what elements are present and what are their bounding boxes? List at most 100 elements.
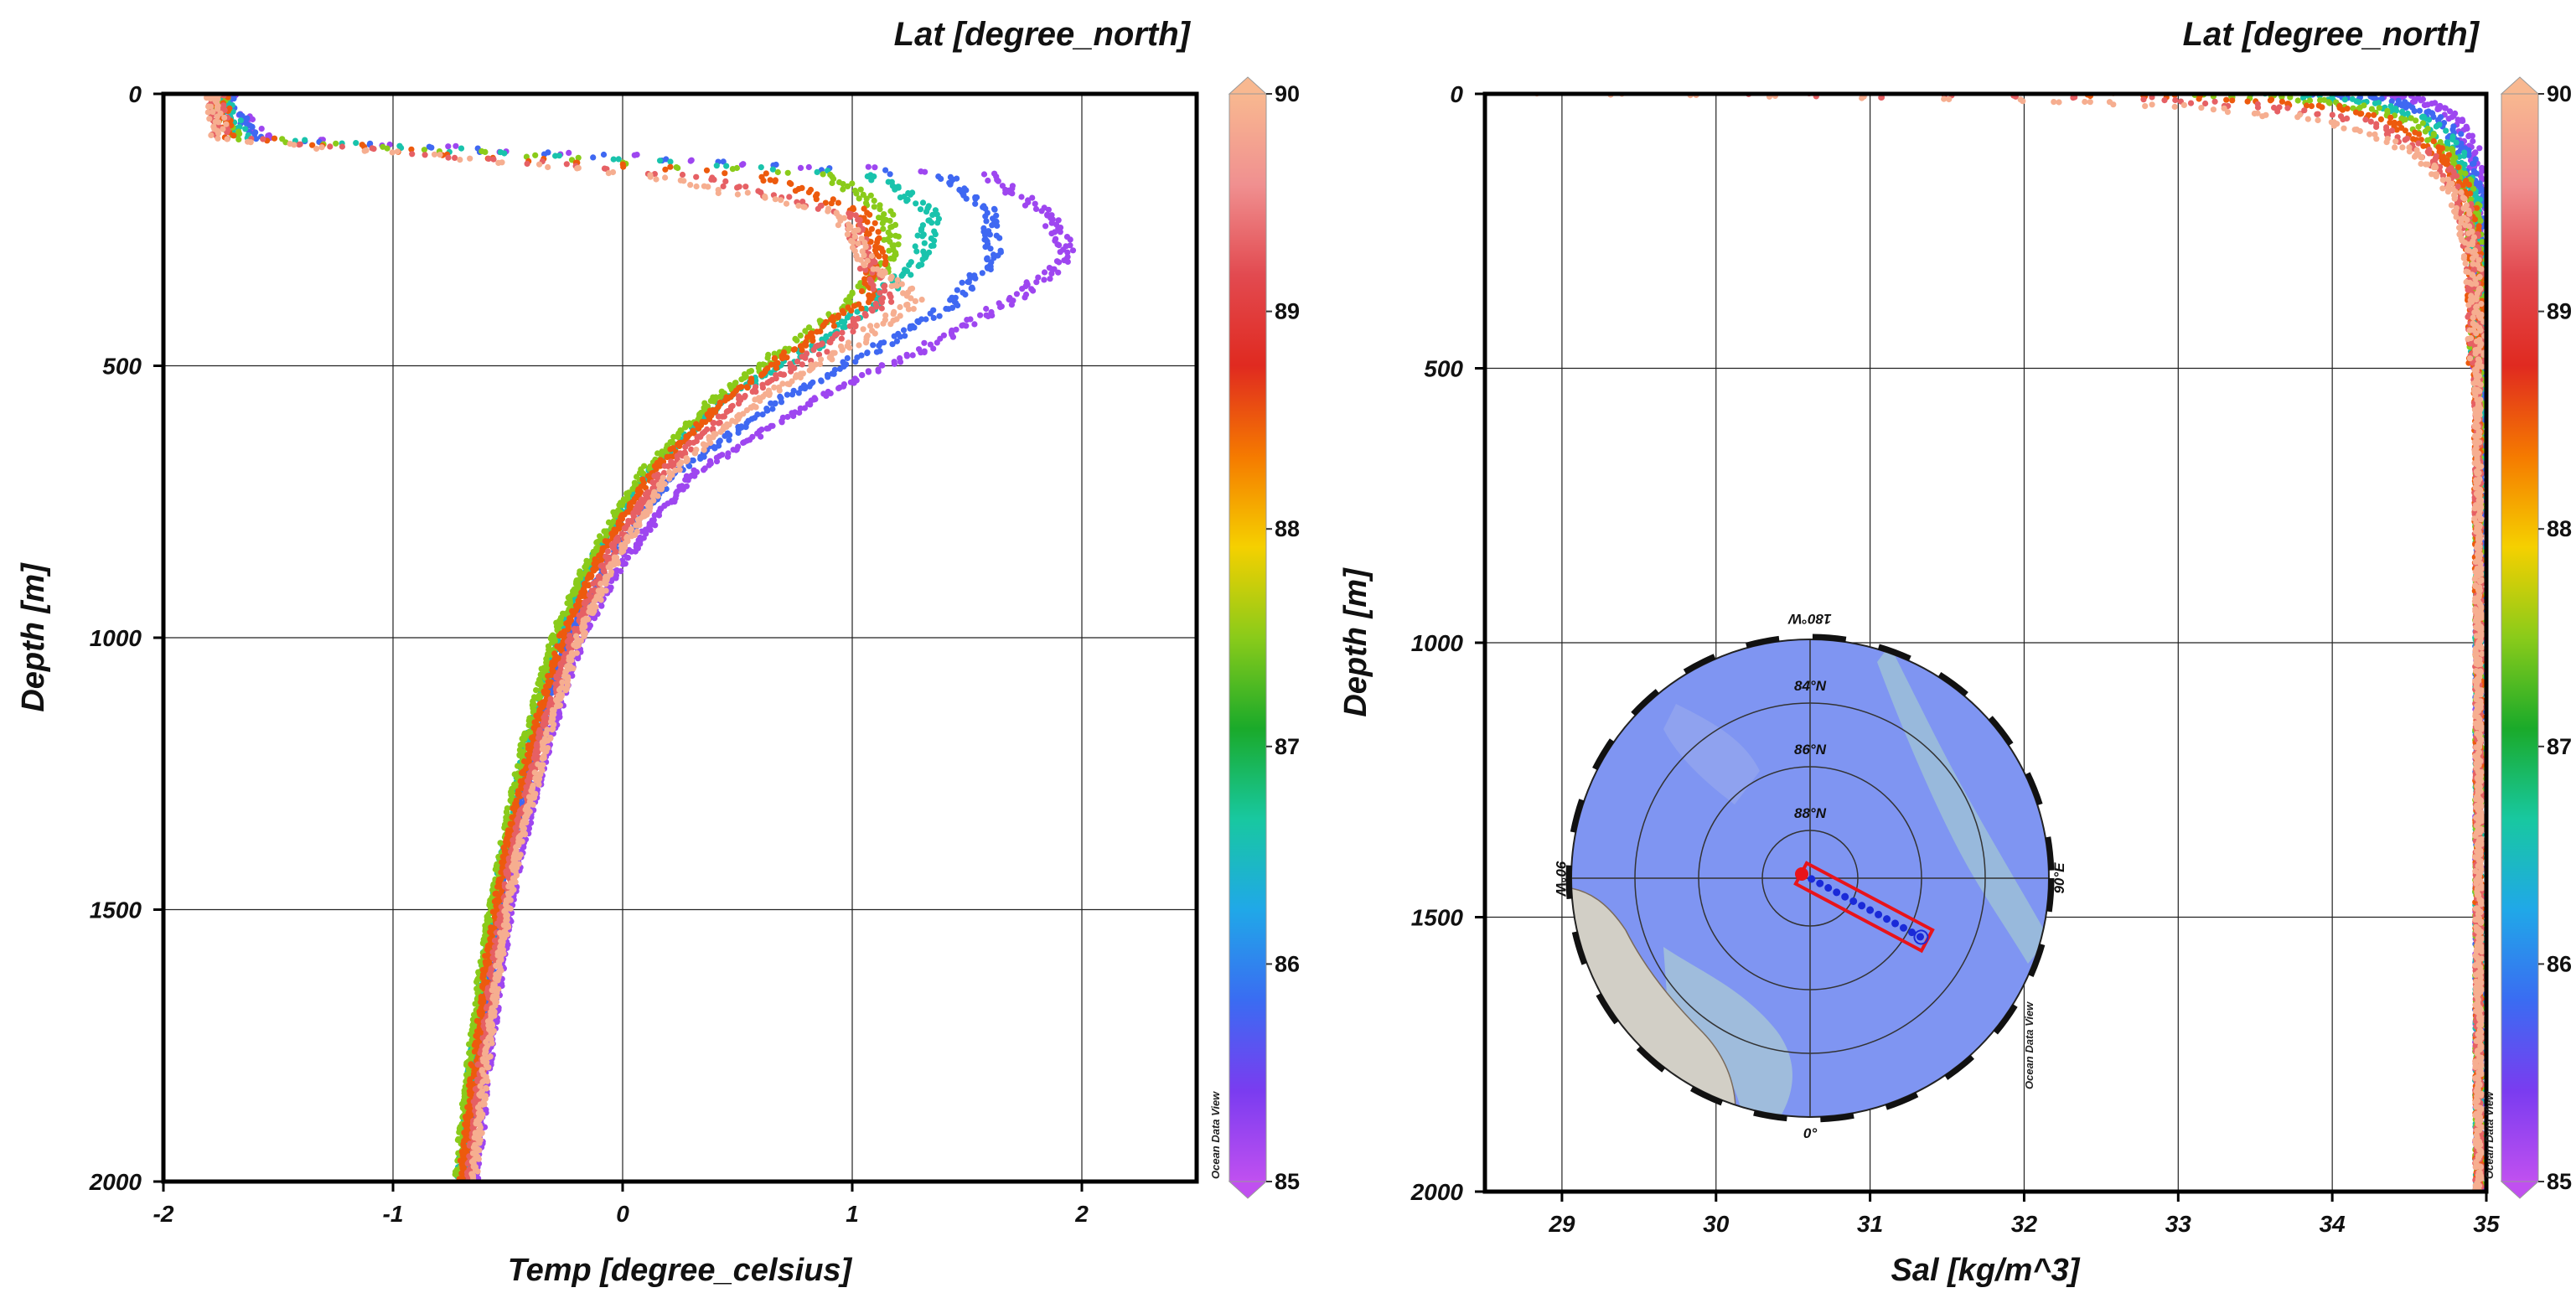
data-point [1009,190,1015,196]
data-point [565,680,571,685]
data-point [619,548,625,554]
data-point [471,1164,477,1170]
data-point [2422,102,2428,108]
data-point [395,148,401,154]
data-point [501,150,507,156]
data-point [215,136,220,142]
data-point [908,272,913,277]
data-point [490,949,496,955]
data-point [619,516,625,522]
data-point [889,283,895,289]
data-point [1042,223,1048,229]
data-point [803,343,809,349]
data-point [919,233,925,239]
data-point [876,229,882,235]
y-tick-label: 1000 [90,625,142,651]
data-point [522,736,528,742]
data-point [866,296,872,302]
data-point [453,143,458,149]
data-point [673,490,679,496]
data-point [864,350,870,356]
data-point [946,180,952,186]
colorbar-tick-label: 90 [1275,81,1300,106]
data-point [606,170,612,176]
data-point [684,458,690,464]
data-point [983,306,989,312]
data-point [891,256,897,261]
data-point [437,152,442,158]
data-point [458,146,464,152]
data-point [746,418,752,424]
data-point [620,561,626,567]
data-point [545,673,551,679]
data-point [666,476,672,482]
data-point [591,567,597,573]
data-point [1030,287,1036,293]
data-point [869,253,875,259]
x-tick-label: 0 [616,1201,629,1227]
data-point [760,178,766,184]
data-point [871,266,877,272]
data-point [913,200,918,206]
data-point [779,380,785,386]
data-point [1039,208,1045,214]
data-point [747,379,753,385]
data-point [985,178,991,184]
data-point [493,963,499,969]
data-point [734,165,740,171]
data-point [742,184,748,189]
data-point [452,155,458,161]
data-point [1032,201,1038,207]
colorbar-tick-label: 85 [1275,1169,1300,1194]
data-point [841,215,847,221]
data-point [682,477,688,483]
data-point [966,279,972,285]
data-point [891,311,897,317]
data-point [225,127,231,133]
data-point [985,313,991,319]
data-point [774,360,780,366]
data-point [982,244,988,250]
data-point [964,317,970,323]
data-point [645,503,651,509]
data-point [764,426,770,432]
data-point [692,450,698,456]
data-point [505,891,511,897]
data-point [962,292,968,297]
data-point [778,399,784,405]
data-point [540,756,546,762]
data-point [1025,197,1031,203]
data-point [906,262,912,268]
data-point [773,401,778,406]
data-point [682,444,688,450]
colorbar-tick-label: 86 [1275,951,1300,976]
data-point [693,174,699,180]
data-point [988,266,994,272]
data-point [877,290,882,296]
data-point [766,392,772,398]
colorbar-bottom-cap [1229,1182,1266,1198]
data-point [827,339,833,345]
data-point [980,204,985,210]
data-point [913,248,919,254]
data-point [521,758,527,764]
data-point [977,313,983,318]
data-point [897,359,903,365]
data-point [872,204,877,209]
data-point [819,378,825,384]
data-point [714,458,720,464]
data-point [868,177,874,183]
data-point [756,365,762,370]
data-point [840,186,846,192]
data-point [648,174,654,180]
data-point [722,170,727,176]
data-point [1033,206,1039,212]
data-point [856,283,861,289]
data-point [445,143,451,149]
data-point [302,137,308,143]
data-point [495,160,501,166]
data-point [205,109,211,115]
data-point [650,480,656,486]
x-tick-label: 1 [846,1201,859,1227]
data-point [297,142,303,147]
